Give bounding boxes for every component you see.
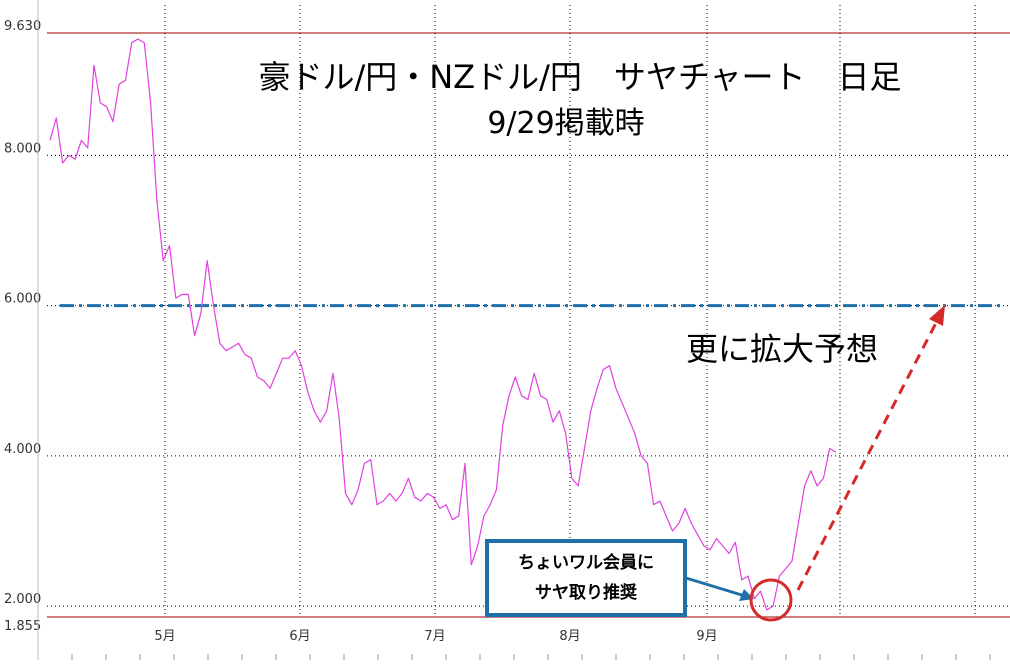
annotations: 豪ドル/円・NZドル/円 サヤチャート 日足 9/29掲載時 更に拡大予想 ちょ… bbox=[258, 58, 945, 622]
forecast-annotation: 更に拡大予想 bbox=[686, 330, 878, 368]
callout-box: ちょいワル会員に サヤ取り推奨 bbox=[485, 539, 687, 617]
y-tick-label: 8.000 bbox=[4, 141, 41, 156]
x-tick-label: 8月 bbox=[559, 629, 580, 644]
chart-title: 豪ドル/円・NZドル/円 サヤチャート 日足 bbox=[258, 58, 901, 96]
forecast-arrow-head bbox=[929, 305, 945, 326]
x-tick-label: 9月 bbox=[696, 629, 717, 644]
spread-line bbox=[49, 38, 837, 611]
chart-subtitle: 9/29掲載時 bbox=[487, 106, 644, 141]
y-tick-label: 6.000 bbox=[4, 292, 41, 307]
grid bbox=[47, 5, 1010, 618]
y-tick-label: 9.630 bbox=[4, 19, 41, 34]
y-tick-label: 2.000 bbox=[4, 592, 41, 607]
x-tick-label: 6月 bbox=[289, 629, 310, 644]
y-tick-label: 4.000 bbox=[4, 442, 41, 457]
callout-line-2: サヤ取り推奨 bbox=[535, 582, 638, 603]
callout-line-1: ちょいワル会員に bbox=[518, 552, 654, 573]
x-tick-label: 7月 bbox=[424, 629, 445, 644]
axes: 9.630 8.000 6.000 4.000 2.000 1.855 5月 6月 7月 8月 9月 bbox=[4, 0, 991, 660]
y-tick-label: 1.855 bbox=[4, 619, 41, 634]
highlight-circle bbox=[749, 578, 793, 622]
callout-arrow-shaft bbox=[685, 576, 746, 598]
x-tick-label: 5月 bbox=[154, 629, 175, 644]
series-group bbox=[49, 38, 837, 611]
callout-frame bbox=[485, 539, 687, 617]
